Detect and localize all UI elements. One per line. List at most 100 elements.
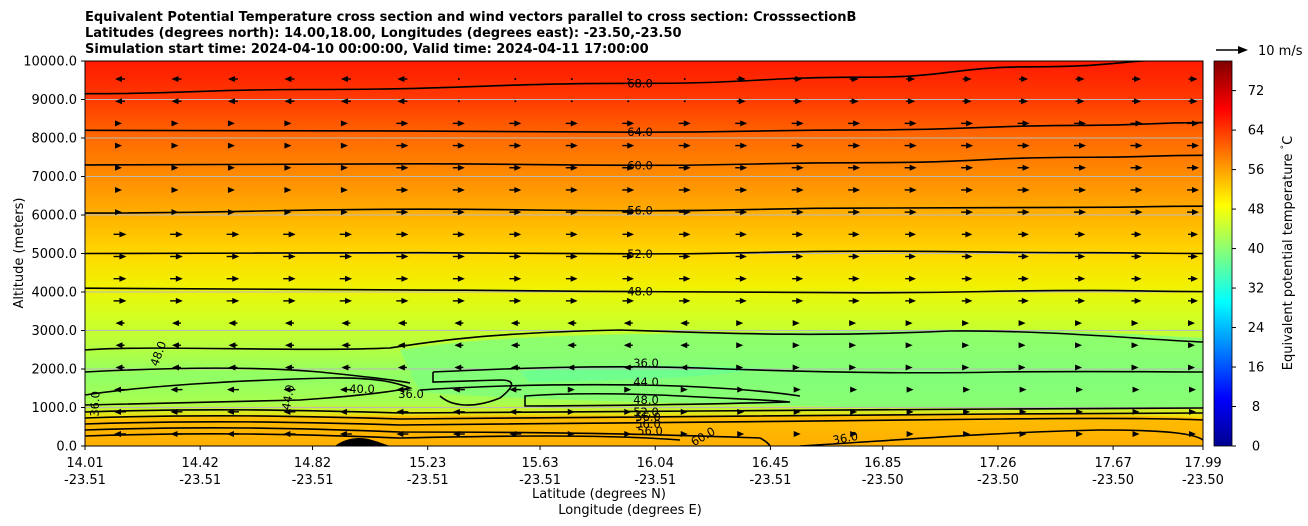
y-tick-label: 6000.0 xyxy=(32,209,78,224)
wind-vector xyxy=(514,100,517,103)
wind-vector xyxy=(622,186,635,193)
wind-vector xyxy=(115,186,122,193)
wind-vector xyxy=(848,209,861,216)
wind-vector xyxy=(115,164,122,171)
wind-vector xyxy=(735,120,748,127)
wind-vector xyxy=(735,253,747,260)
wind-vector xyxy=(791,164,804,171)
wind-vector xyxy=(1074,253,1086,260)
wind-vector xyxy=(961,209,974,216)
wind-vector xyxy=(791,186,804,193)
wind-vector xyxy=(1188,320,1195,327)
wind-vector xyxy=(1017,164,1030,171)
wind-vector xyxy=(284,76,295,82)
wind-vector xyxy=(226,253,240,260)
wind-vector xyxy=(170,297,183,304)
wind-vector xyxy=(509,253,522,260)
wind-vector xyxy=(115,98,125,105)
contour-line-60 xyxy=(85,154,1203,167)
contour-52 xyxy=(85,417,1203,426)
wind-vector xyxy=(1019,98,1029,105)
wind-vector xyxy=(227,98,238,105)
x-tick-label-lat: 17.26 xyxy=(979,456,1016,471)
wind-vector xyxy=(115,76,125,82)
wind-vector xyxy=(792,297,804,304)
wind-vector xyxy=(1188,342,1195,349)
wind-vector xyxy=(396,231,409,238)
contour-line-52 xyxy=(85,250,1203,255)
wind-vector xyxy=(1076,431,1084,437)
contour-label-52: 52.0 xyxy=(627,247,653,261)
wind-vector xyxy=(339,253,353,260)
wind-vector xyxy=(115,364,125,371)
contour-36-loop xyxy=(432,372,513,406)
wind-vector xyxy=(961,231,973,238)
contour-lines xyxy=(85,61,1203,446)
wind-vector xyxy=(735,209,748,216)
wind-vector xyxy=(1018,342,1026,349)
colorbar-tick-label: 8 xyxy=(1252,400,1260,415)
wind-vector xyxy=(1132,98,1142,105)
wind-vector xyxy=(1130,142,1143,149)
wind-vector xyxy=(1130,186,1143,193)
contour-label-60: 60.0 xyxy=(627,158,653,172)
wind-vector xyxy=(1187,142,1199,149)
wind-vector xyxy=(171,164,179,171)
wind-vector xyxy=(792,253,804,260)
wind-vector xyxy=(905,275,917,282)
wind-vector xyxy=(961,120,974,127)
wind-vector xyxy=(906,386,914,393)
wind-vector xyxy=(339,231,353,238)
wind-vector xyxy=(848,142,861,149)
wind-vector xyxy=(283,231,296,238)
wind-vector xyxy=(171,120,179,127)
x-tick-label-lon: -23.51 xyxy=(749,473,791,488)
wind-vector xyxy=(397,320,407,327)
wind-vector xyxy=(509,120,522,127)
wind-vector xyxy=(227,186,235,193)
wind-vector xyxy=(509,142,522,149)
wind-vector xyxy=(904,164,917,171)
title-line-1: Equivalent Potential Temperature cross s… xyxy=(85,10,856,25)
contour-line-68 xyxy=(85,61,1156,95)
wind-vector xyxy=(565,253,578,260)
wind-vector xyxy=(679,297,691,304)
wind-vector xyxy=(627,78,630,80)
x-axis: 14.01 -23.51 14.42 -23.51 14.82 -23.51 15.23 -2… xyxy=(64,446,1224,488)
contour-label-low: 44.0 xyxy=(279,383,297,411)
wind-vector xyxy=(678,164,691,171)
wind-vector xyxy=(115,120,122,127)
wind-vector xyxy=(1074,186,1087,193)
wind-vector xyxy=(1131,231,1142,238)
contour-44 xyxy=(85,407,1203,414)
wind-vector xyxy=(340,98,351,105)
wind-vector xyxy=(1018,253,1029,260)
x-tick-label-lat: 17.67 xyxy=(1095,456,1132,471)
wind-vector xyxy=(905,297,917,304)
wind-vector xyxy=(227,76,238,82)
wind-vector xyxy=(396,297,409,304)
wind-vector xyxy=(171,76,182,82)
wind-vector xyxy=(906,431,914,437)
wind-vector xyxy=(1074,164,1087,171)
wind-vector xyxy=(339,275,353,282)
wind-vector xyxy=(457,78,460,80)
wind-vector xyxy=(514,78,517,80)
contour-low-1 xyxy=(85,377,413,406)
wind-vector xyxy=(452,253,465,260)
wind-vector xyxy=(509,386,522,393)
contour-label-low: 56.0 xyxy=(635,417,661,431)
x-tick-label-lon: -23.51 xyxy=(292,473,334,488)
contour-label-low: 56.0 xyxy=(637,424,663,438)
wind-vector xyxy=(567,342,577,349)
wind-vector xyxy=(284,98,295,105)
contour-60 xyxy=(85,433,681,441)
wind-vector xyxy=(170,253,183,260)
wind-vector xyxy=(1074,209,1087,216)
wind-vector xyxy=(452,164,465,171)
colorbar-ticks: 0 8 16 24 32 40 48 56 64 72 xyxy=(1232,84,1264,455)
wind-vector xyxy=(509,164,522,171)
wind-vector xyxy=(1132,76,1142,82)
wind-vector xyxy=(850,386,858,393)
colorbar-tick-label: 0 xyxy=(1252,440,1260,455)
